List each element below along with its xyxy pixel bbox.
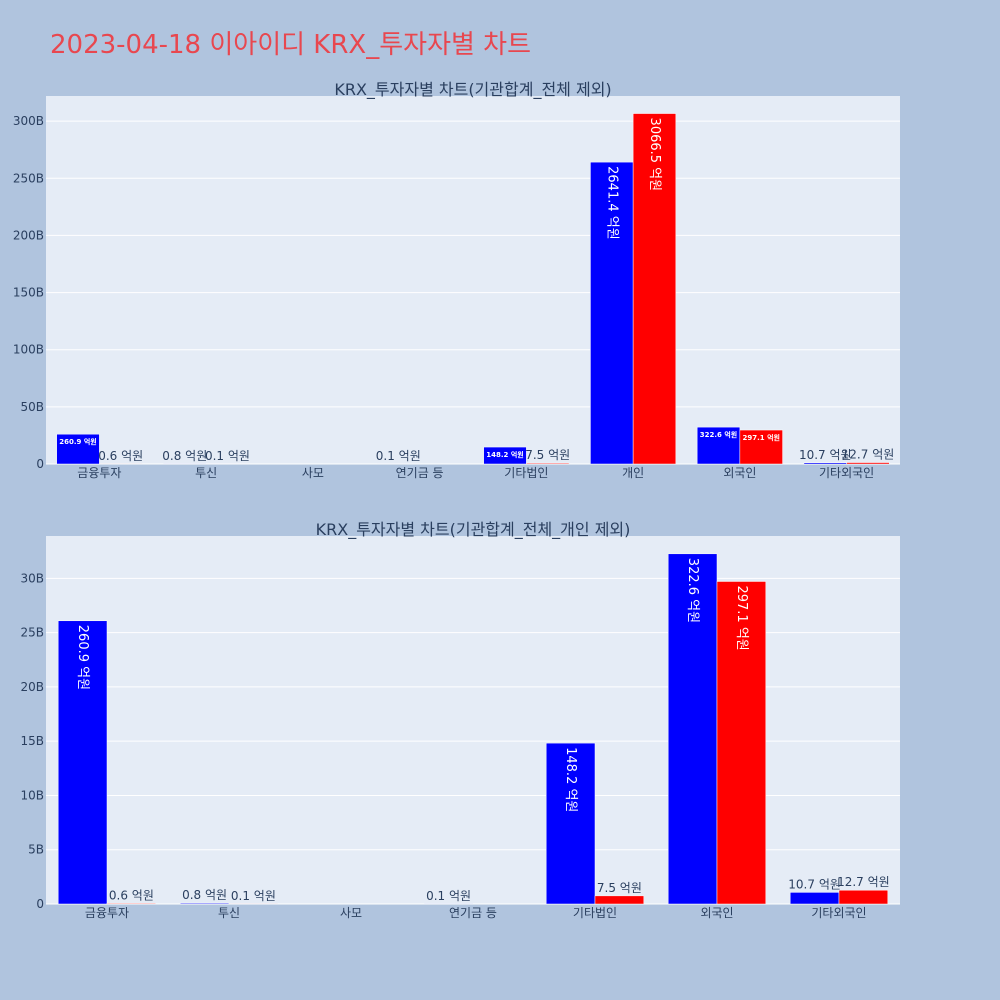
- data-label: 3066.5 억원: [647, 118, 662, 192]
- x-tick-label: 금융투자: [85, 906, 129, 920]
- bar: [56, 433, 100, 465]
- data-label: 260.9 억원: [59, 437, 96, 446]
- bar: [590, 161, 634, 465]
- chart-title: KRX_투자자별 차트(기관합계_전체 제외): [334, 80, 611, 100]
- y-tick-label: 0: [36, 457, 44, 471]
- x-tick-label: 기타법인: [504, 466, 548, 480]
- data-label: 0.6 억원: [98, 449, 143, 463]
- data-label: 2641.4 억원: [604, 166, 619, 240]
- data-label: 10.7 억원: [788, 877, 841, 891]
- data-label: 148.2 억원: [486, 450, 523, 459]
- y-tick-label: 200B: [13, 228, 44, 242]
- data-label: 0.8 억원: [182, 888, 227, 902]
- bar: [594, 895, 645, 905]
- bar: [716, 581, 767, 905]
- bar: [789, 892, 840, 905]
- x-tick-label: 연기금 등: [449, 906, 497, 920]
- x-tick-label: 투신: [195, 466, 217, 480]
- data-label: 7.5 억원: [597, 881, 642, 895]
- bar: [696, 426, 741, 465]
- data-label: 0.8 억원: [162, 449, 207, 463]
- chart-title: KRX_투자자별 차트(기관합계_전체_개인 제외): [316, 520, 631, 540]
- plot-area: [46, 96, 900, 464]
- data-label: 322.6 억원: [700, 430, 737, 439]
- bar: [57, 620, 108, 905]
- x-tick-label: 외국인: [723, 466, 756, 480]
- bar: [179, 902, 230, 905]
- bar: [846, 462, 890, 465]
- x-tick-label: 기타외국인: [819, 466, 874, 480]
- data-label: 10.7 억원: [799, 448, 852, 462]
- bar: [483, 446, 527, 465]
- bar: [739, 429, 783, 465]
- y-tick-label: 10B: [20, 788, 44, 802]
- bar: [632, 113, 677, 465]
- data-label: 297.1 억원: [742, 433, 779, 442]
- x-tick-label: 외국인: [700, 906, 733, 920]
- x-tick-label: 연기금 등: [396, 466, 444, 480]
- data-label: 0.1 억원: [426, 889, 471, 903]
- bar: [838, 889, 889, 905]
- data-label: 0.1 억원: [231, 889, 276, 903]
- data-label: 12.7 억원: [837, 875, 890, 889]
- data-label: 0.1 억원: [205, 449, 250, 463]
- y-tick-label: 50B: [20, 400, 44, 414]
- data-label: 12.7 억원: [842, 448, 895, 462]
- data-label: 297.1 억원: [734, 585, 749, 650]
- x-tick-label: 기타법인: [573, 906, 617, 920]
- x-tick-label: 사모: [302, 466, 324, 480]
- bar: [803, 462, 847, 465]
- page-title: 2023-04-18 이아이디 KRX_투자자별 차트: [50, 30, 532, 60]
- plot-area: [46, 536, 900, 904]
- y-tick-label: 100B: [13, 343, 44, 357]
- y-tick-label: 20B: [20, 680, 44, 694]
- data-label: 7.5 억원: [525, 448, 570, 462]
- x-tick-label: 사모: [340, 906, 362, 920]
- bar: [667, 553, 718, 905]
- data-label: 0.1 억원: [376, 449, 421, 463]
- bar: [526, 462, 570, 465]
- y-tick-label: 300B: [13, 114, 44, 128]
- data-label: 0.6 억원: [109, 888, 154, 902]
- x-tick-label: 금융투자: [77, 466, 121, 480]
- y-tick-label: 15B: [20, 734, 44, 748]
- bar: [106, 903, 157, 905]
- x-tick-label: 투신: [218, 906, 240, 920]
- y-tick-label: 25B: [20, 626, 44, 640]
- y-tick-label: 150B: [13, 286, 44, 300]
- data-label: 260.9 억원: [75, 625, 90, 690]
- y-tick-label: 30B: [20, 571, 44, 585]
- x-tick-label: 개인: [622, 466, 644, 480]
- x-tick-label: 기타외국인: [811, 906, 866, 920]
- data-label: 322.6 억원: [685, 558, 700, 623]
- y-tick-label: 250B: [13, 171, 44, 185]
- bar: [545, 742, 596, 905]
- y-tick-label: 0: [36, 897, 44, 911]
- data-label: 148.2 억원: [563, 747, 578, 812]
- y-tick-label: 5B: [28, 843, 44, 857]
